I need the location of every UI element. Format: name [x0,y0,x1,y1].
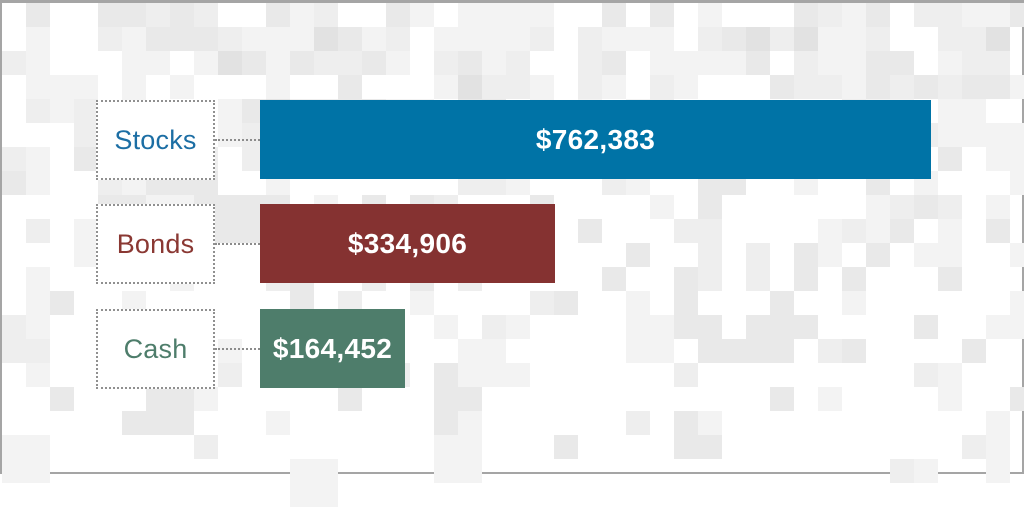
stocks-bar: $762,383 [260,100,931,179]
bonds-category-label: Bonds [116,228,195,259]
cash-bar: $164,452 [260,309,405,388]
stocks-label-box: Stocks [96,100,215,180]
bonds-bar: $334,906 [260,204,555,283]
chart-row-bonds: Bonds $334,906 [2,204,1022,284]
portfolio-bar-chart: Stocks $762,383 Bonds $334,906 Cash $164… [2,3,1022,472]
cash-value-label: $164,452 [272,332,393,364]
chart-row-stocks: Stocks $762,383 [2,100,1022,180]
bonds-value-label: $334,906 [347,227,468,259]
bonds-leader-line [215,243,260,245]
stocks-value-label: $762,383 [535,123,656,155]
cash-label-box: Cash [96,309,215,389]
chart-row-cash: Cash $164,452 [2,309,1022,389]
stocks-leader-line [215,139,260,141]
cash-category-label: Cash [123,333,188,364]
bonds-label-box: Bonds [96,204,215,284]
stocks-category-label: Stocks [114,124,197,155]
cash-leader-line [215,348,260,350]
